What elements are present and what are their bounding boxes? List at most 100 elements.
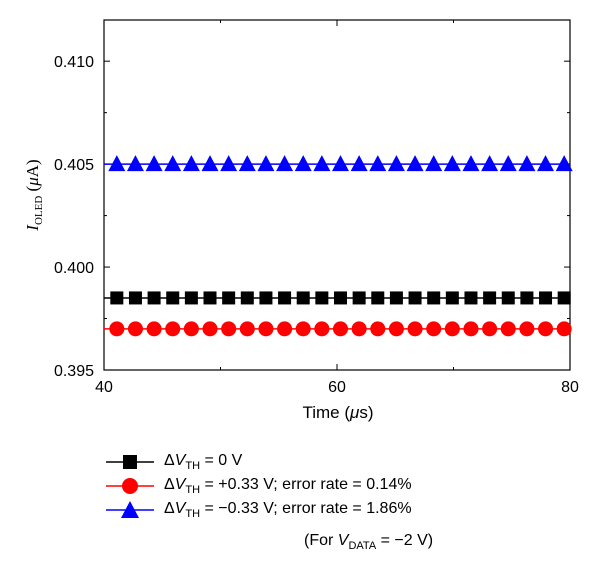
data-point-triangle [331,155,349,172]
data-point-circle [519,321,535,337]
data-point-triangle [369,155,387,172]
data-point-triangle [481,155,499,172]
data-point-circle [295,321,311,337]
data-point-circle [183,321,199,337]
data-point-square [333,291,347,305]
legend: ΔVTH = 0 V ΔVTH = +0.33 V; error rate = … [104,450,584,552]
data-point-square [389,291,403,305]
legend-label: ΔVTH = 0 V [164,452,243,472]
data-point-square [464,291,478,305]
data-point-circle [221,321,237,337]
data-point-square [278,291,292,305]
data-point-circle [463,321,479,337]
data-point-triangle [108,155,126,172]
legend-label: ΔVTH = −0.33 V; error rate = 1.86% [164,500,412,520]
data-point-circle [482,321,498,337]
x-axis-label: Time (μs) [302,403,373,422]
legend-swatch-triangle [106,501,154,518]
data-point-triangle [350,155,368,172]
data-point-square [128,291,142,305]
y-axis-label-unit-rest: A) [23,159,42,177]
data-point-square [501,291,515,305]
data-point-triangle [145,155,163,172]
x-axis-label-main: Time ( [302,403,350,422]
legend-swatch-square [106,455,154,469]
data-point-triangle [499,155,517,172]
data-point-triangle [238,155,256,172]
data-point-square [259,291,273,305]
data-point-square [352,291,366,305]
data-point-circle [370,321,386,337]
legend-item: ΔVTH = −0.33 V; error rate = 1.86% [104,498,584,522]
data-point-circle [239,321,255,337]
y-axis-label-unit-mu: μ [23,177,42,187]
x-tick-label: 80 [561,379,579,396]
data-point-triangle [126,155,144,172]
data-point-triangle [182,155,200,172]
data-point-circle [407,321,423,337]
data-point-triangle [164,155,182,172]
data-point-triangle [276,155,294,172]
data-point-circle [127,321,143,337]
data-point-triangle [201,155,219,172]
data-point-circle [146,321,162,337]
y-tick-label: 0.400 [54,260,94,277]
data-point-square [147,291,161,305]
data-point-square [557,291,571,305]
y-axis-label-sub: OLED [33,196,45,225]
x-tick-label: 60 [328,379,346,396]
legend-note: (For VDATA = −2 V) [304,532,434,552]
y-axis-label: IOLED (μA) [23,159,45,231]
data-point-square [427,291,441,305]
data-point-circle [258,321,274,337]
data-point-square [315,291,329,305]
plot-frame [103,19,571,371]
data-point-triangle [555,155,573,172]
data-point-circle [314,321,330,337]
data-point-circle [556,321,572,337]
data-point-circle [351,321,367,337]
data-point-square [222,291,236,305]
legend-label: ΔVTH = +0.33 V; error rate = 0.14% [164,476,412,496]
data-point-triangle [257,155,275,172]
data-point-triangle [462,155,480,172]
x-tick-label: 40 [95,379,113,396]
y-tick-label: 0.405 [54,157,94,174]
data-point-square [296,291,310,305]
data-point-circle [500,321,516,337]
data-point-triangle [387,155,405,172]
data-point-square [483,291,497,305]
legend-item: ΔVTH = +0.33 V; error rate = 0.14% [104,474,584,498]
legend-swatch-circle [106,478,154,494]
y-tick-label: 0.410 [54,54,94,71]
data-point-square [166,291,180,305]
data-point-square [371,291,385,305]
data-point-circle [109,321,125,337]
data-point-circle [332,321,348,337]
data-point-triangle [537,155,555,172]
data-point-triangle [425,155,443,172]
data-point-circle [388,321,404,337]
data-point-triangle [443,155,461,172]
data-point-square [408,291,422,305]
data-point-square [203,291,217,305]
data-point-triangle [406,155,424,172]
data-point-square [520,291,534,305]
y-tick-label: 0.395 [54,363,94,380]
x-axis-label-rest: s) [359,403,373,422]
data-point-circle [444,321,460,337]
data-point-triangle [518,155,536,172]
x-axis-label-mu: μ [349,403,360,422]
data-point-triangle [294,155,312,172]
y-axis-label-main: I [23,224,42,232]
data-point-circle [538,321,554,337]
data-point-triangle [313,155,331,172]
legend-item: ΔVTH = 0 V [104,450,584,474]
y-axis-label-unit-open: ( [23,185,42,195]
data-point-square [539,291,553,305]
data-point-circle [426,321,442,337]
data-point-square [445,291,459,305]
data-point-circle [165,321,181,337]
data-point-square [240,291,254,305]
data-point-circle [202,321,218,337]
